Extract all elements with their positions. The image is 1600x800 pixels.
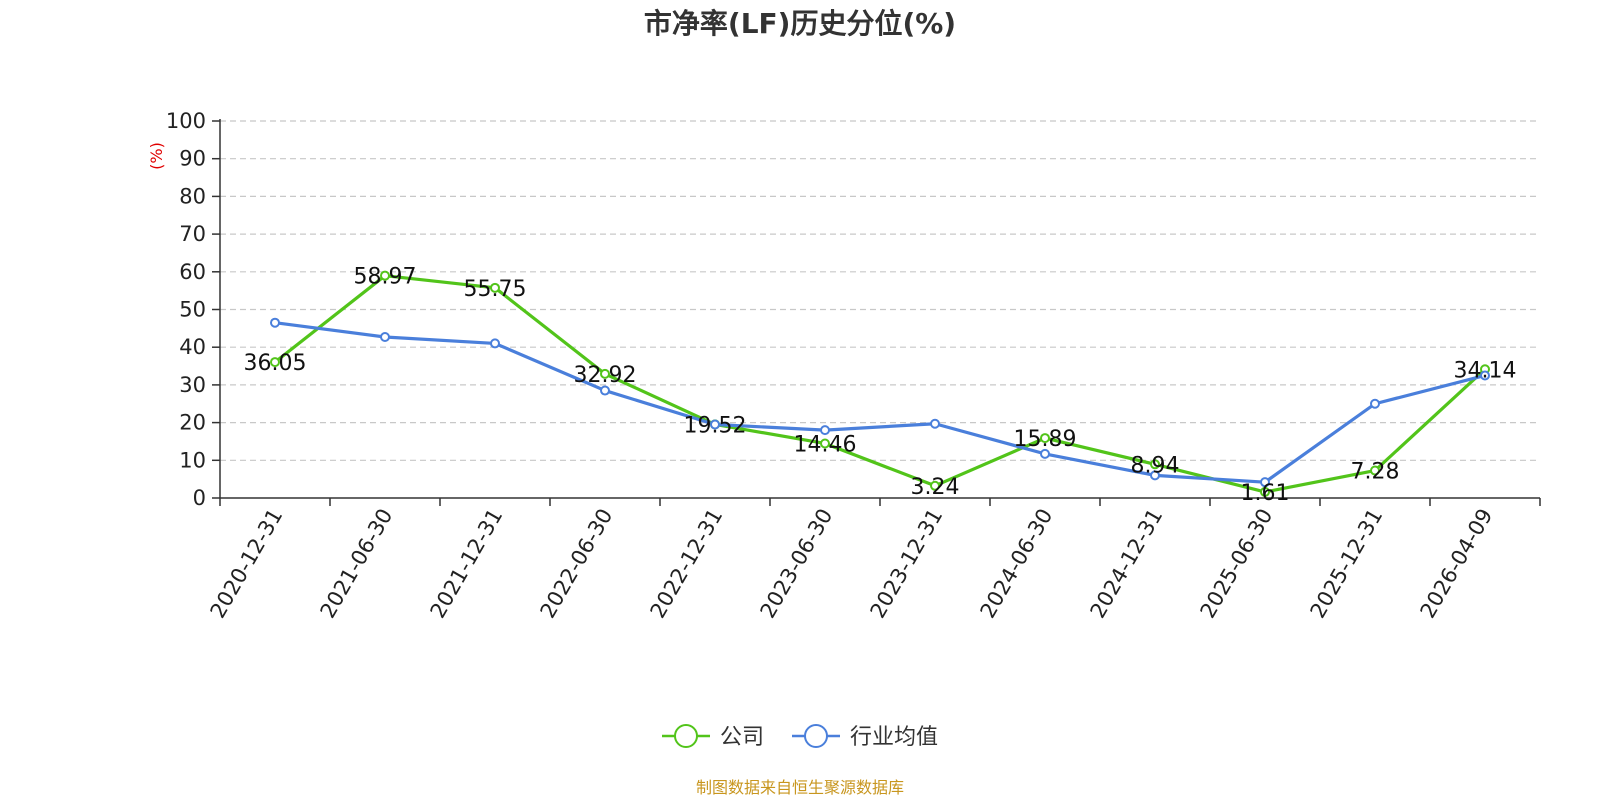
legend[interactable]: 公司 行业均值 <box>662 724 938 750</box>
series-1-point-2023-12-31 <box>930 418 940 429</box>
series-1-point-2020-12-31 <box>270 317 280 328</box>
series-1-point-2025-12-31 <box>1370 398 1380 409</box>
y-tick-label-40: 40 <box>179 335 206 359</box>
series-layer <box>270 270 1490 497</box>
y-tick-label-10: 10 <box>179 448 206 472</box>
series-line-0 <box>274 274 1487 494</box>
y-tick-label-100: 100 <box>166 109 206 133</box>
x-tick-label-2021-06-30: 2021-06-30 <box>316 505 398 623</box>
series-1-point-2022-12-31 <box>710 419 720 430</box>
y-tick-label-20: 20 <box>179 411 206 435</box>
x-tick-label-2022-12-31: 2022-12-31 <box>646 505 728 623</box>
series-line-1 <box>274 321 1486 484</box>
series-1-point-2021-06-30 <box>380 332 390 343</box>
grid-lines <box>220 120 1540 461</box>
legend-marker-0 <box>674 724 698 748</box>
series-0-point-2025-12-31 <box>1370 465 1380 476</box>
chart-title: 市净率(LF)历史分位(%) <box>644 7 956 40</box>
series-0-point-2021-06-30 <box>380 270 390 281</box>
data-label-2023-06-30: 14.46 <box>794 432 857 457</box>
source-note: 制图数据来自恒生聚源数据库 <box>696 778 904 797</box>
legend-label-0: 公司 <box>720 725 764 750</box>
series-0-point-2025-06-30 <box>1260 486 1270 497</box>
x-tick-label-2023-12-31: 2023-12-31 <box>866 505 948 623</box>
y-tick-label-90: 90 <box>179 147 206 171</box>
series-0-point-2023-12-31 <box>930 480 940 491</box>
series-0-point-2024-06-30 <box>1040 433 1050 444</box>
y-tick-label-30: 30 <box>179 373 206 397</box>
series-0-point-2023-06-30 <box>820 438 830 449</box>
x-tick-label-2024-06-30: 2024-06-30 <box>976 505 1058 623</box>
data-label-2021-12-31: 55.75 <box>464 277 527 302</box>
series-1-point-2024-06-30 <box>1040 448 1050 459</box>
data-label-2024-06-30: 15.89 <box>1014 427 1077 452</box>
data-label-2022-12-31: 19.52 <box>684 413 747 438</box>
y-tick-label-80: 80 <box>179 184 206 208</box>
legend-label-1: 行业均值 <box>850 725 938 750</box>
series-1-point-2023-06-30 <box>820 425 830 436</box>
series-1-point-2024-12-31 <box>1150 470 1160 481</box>
legend-item-0[interactable]: 公司 <box>662 724 764 750</box>
x-tick-label-2020-12-31: 2020-12-31 <box>206 505 288 623</box>
data-label-2022-06-30: 32.92 <box>574 363 637 388</box>
y-tick-label-50: 50 <box>179 298 206 322</box>
x-tick-label-2023-06-30: 2023-06-30 <box>756 505 838 623</box>
data-label-2020-12-31: 36.05 <box>244 351 307 376</box>
series-1-point-2025-06-30 <box>1260 477 1270 488</box>
data-label-2024-12-31: 8.94 <box>1131 453 1180 478</box>
legend-marker-1 <box>804 724 828 748</box>
series-0-point-2022-06-30 <box>600 368 610 379</box>
data-label-2026-04-09: 34.14 <box>1454 358 1517 383</box>
data-label-2025-06-30: 1.61 <box>1241 481 1290 506</box>
x-tick-label-2026-04-09: 2026-04-09 <box>1416 505 1498 623</box>
series-0-point-2021-12-31 <box>490 282 500 293</box>
series-0-point-2024-12-31 <box>1150 459 1160 470</box>
series-1-point-2026-04-09 <box>1480 370 1490 381</box>
x-tick-label-2025-06-30: 2025-06-30 <box>1196 505 1278 623</box>
data-label-2021-06-30: 58.97 <box>354 265 417 290</box>
y-tick-label-60: 60 <box>179 260 206 284</box>
data-labels: 36.05 58.97 55.75 32.92 19.52 14.46 3.24 15.89 8… <box>244 265 1517 506</box>
data-label-2025-12-31: 7.28 <box>1351 460 1400 485</box>
data-label-2023-12-31: 3.24 <box>911 475 960 500</box>
y-axis-label: (%) <box>147 142 166 170</box>
y-tick-label-0: 0 <box>193 486 206 510</box>
axes: 0 10 20 30 40 50 60 70 80 90 100 2020-12-31 2021-06-… <box>166 109 1541 623</box>
x-tick-label-2022-06-30: 2022-06-30 <box>536 505 618 623</box>
x-tick-label-2024-12-31: 2024-12-31 <box>1086 505 1168 623</box>
y-tick-label-70: 70 <box>179 222 206 246</box>
legend-item-1[interactable]: 行业均值 <box>792 724 938 750</box>
x-tick-label-2025-12-31: 2025-12-31 <box>1306 505 1388 623</box>
series-0-point-2020-12-31 <box>270 357 280 368</box>
series-1-point-2022-06-30 <box>600 385 610 396</box>
series-1-point-2021-12-31 <box>490 338 500 349</box>
x-tick-label-2021-12-31: 2021-12-31 <box>426 505 508 623</box>
